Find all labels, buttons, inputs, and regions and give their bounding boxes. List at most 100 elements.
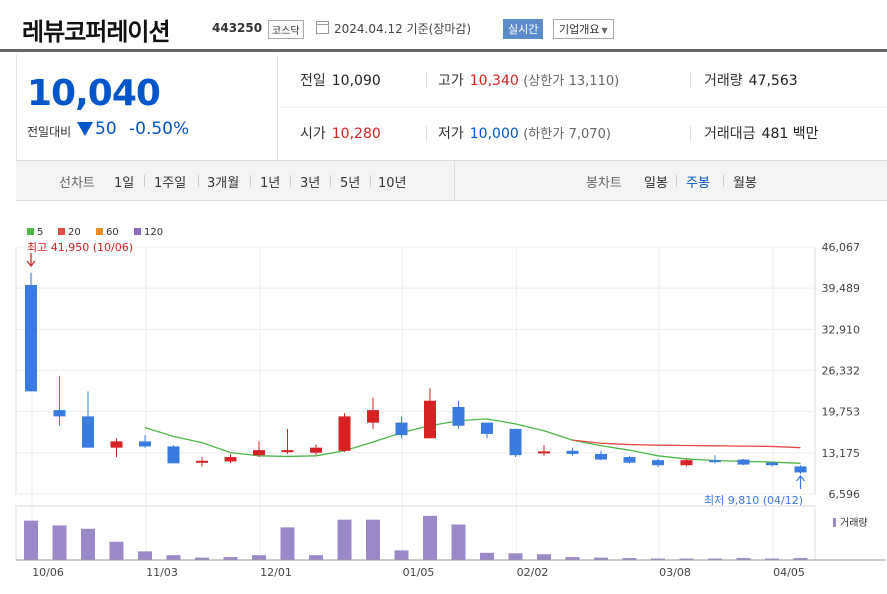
y-tick-label: 46,067 <box>822 241 861 254</box>
prev-close-label: 전일 <box>300 73 326 89</box>
stock-code: 443250 <box>212 21 263 35</box>
lower-limit-value: 7,070) <box>568 127 611 142</box>
volume-label: 거래량 <box>704 73 743 89</box>
volume-bar <box>508 553 523 560</box>
divider <box>690 126 691 142</box>
volume-bar <box>679 558 694 560</box>
volume-bar <box>708 558 722 560</box>
candle-up <box>680 460 693 466</box>
min-price-label: 최저 9,810 (04/12) <box>704 494 803 507</box>
candle-down <box>737 459 750 465</box>
candle-up <box>281 450 294 453</box>
y-tick-label: 19,753 <box>822 406 861 419</box>
change-value: 50 <box>95 119 117 139</box>
period-1w[interactable]: 1주일 <box>154 176 187 191</box>
divider <box>198 175 199 187</box>
open-price: 시가 10,280 <box>300 108 381 161</box>
legend-label-5: 5 <box>37 227 43 238</box>
volume-bar <box>394 550 409 560</box>
x-axis: 10/06 11/03 12/01 01/05 02/02 03/08 04/05 <box>16 559 885 579</box>
candle-up <box>310 447 322 453</box>
y-tick-label: 6,596 <box>829 488 861 501</box>
candle-up <box>196 460 208 463</box>
x-tick-label: 03/08 <box>659 566 691 579</box>
volume-bar <box>109 541 124 560</box>
volume-bar <box>480 552 494 560</box>
legend-label-60: 60 <box>106 227 119 238</box>
volume-border <box>15 505 816 561</box>
candlestick-chart[interactable]: 5 20 60 120 46,067 39,489 32,910 26,332 19,753 1… <box>0 215 887 594</box>
volume-bar <box>337 519 352 560</box>
candle-down <box>509 428 522 456</box>
company-overview-label: 기업개요 <box>559 23 600 36</box>
divider <box>250 175 251 187</box>
volume-bar <box>195 557 209 560</box>
base-date: 2024.04.12 기준(장마감) <box>334 20 471 37</box>
calendar-icon <box>316 21 329 34</box>
change-label: 전일대비 <box>27 125 72 139</box>
stock-header: 레뷰코퍼레이션 443250 코스닥 2024.04.12 기준(장마감) 실시… <box>0 0 887 52</box>
realtime-button[interactable]: 실시간 <box>503 19 544 39</box>
candle-down <box>167 446 180 464</box>
divider <box>426 73 427 89</box>
volume-bar <box>280 527 295 560</box>
down-arrow-icon <box>77 122 93 136</box>
y-tick-label: 39,489 <box>822 282 861 295</box>
candle-up <box>338 416 351 451</box>
ma5-line <box>144 418 801 464</box>
period-1d[interactable]: 1일 <box>114 176 135 191</box>
prev-close: 전일 10,090 <box>300 55 381 108</box>
legend-swatch-60 <box>96 228 103 235</box>
volume-bar <box>736 558 751 560</box>
legend-swatch-120 <box>134 228 141 235</box>
volume-bar <box>138 551 152 560</box>
max-price-label: 최고 41,950 (10/06) <box>27 241 133 254</box>
candle-down <box>566 450 579 454</box>
period-10y[interactable]: 10년 <box>378 176 407 191</box>
candle-weekly[interactable]: 주봉 <box>686 176 710 191</box>
volume-bar <box>793 558 808 560</box>
amount-label: 거래대금 <box>704 126 756 142</box>
candle-down <box>395 422 408 436</box>
x-tick-label: 01/05 <box>403 566 435 579</box>
high-price: 고가 10,340 (상한가 13,110) <box>438 55 619 108</box>
open-value: 10,280 <box>331 126 381 142</box>
legend-swatch-5 <box>27 228 34 235</box>
candle-down <box>766 462 778 466</box>
volume-bar <box>565 557 580 560</box>
ma20-line <box>572 439 801 449</box>
x-tick-label: 02/02 <box>517 566 549 579</box>
upper-limit-value: 13,110) <box>568 74 620 89</box>
company-overview-dropdown[interactable]: 기업개요 ▼ <box>553 19 614 39</box>
period-3y[interactable]: 3년 <box>300 176 321 191</box>
divider <box>330 175 331 187</box>
volume-bar <box>366 519 380 560</box>
y-tick-label: 32,910 <box>822 323 861 336</box>
candle-down <box>82 416 94 448</box>
volume-bar <box>223 557 238 560</box>
volume-bar <box>166 555 181 560</box>
line-chart-label: 선차트 <box>59 176 95 191</box>
period-5y[interactable]: 5년 <box>340 176 361 191</box>
volume-bars: 거래량 <box>24 515 868 560</box>
period-1y[interactable]: 1년 <box>260 176 281 191</box>
max-arrow-icon <box>26 253 36 267</box>
candle-up <box>367 410 379 423</box>
candle-daily[interactable]: 일봉 <box>644 176 668 191</box>
x-tick-label: 12/01 <box>260 566 292 579</box>
open-label: 시가 <box>300 126 326 142</box>
current-price-box: 10,040 전일대비 50 -0.50% <box>16 55 278 161</box>
divider <box>690 73 691 89</box>
annotations: 최고 41,950 (10/06) 최저 9,810 (04/12) <box>26 241 805 507</box>
candle-monthly[interactable]: 월봉 <box>733 176 757 191</box>
chart-grid <box>15 246 816 561</box>
volume: 거래량 47,563 <box>704 55 798 108</box>
volume-legend-label: 거래량 <box>840 517 868 529</box>
candle-up <box>253 450 265 456</box>
volume-bar <box>651 558 665 560</box>
candle-down <box>595 453 607 460</box>
period-3m[interactable]: 3개월 <box>207 176 240 191</box>
market-badge: 코스닥 <box>268 20 304 39</box>
volume-bar <box>309 555 323 560</box>
toolbar-divider <box>454 161 455 201</box>
